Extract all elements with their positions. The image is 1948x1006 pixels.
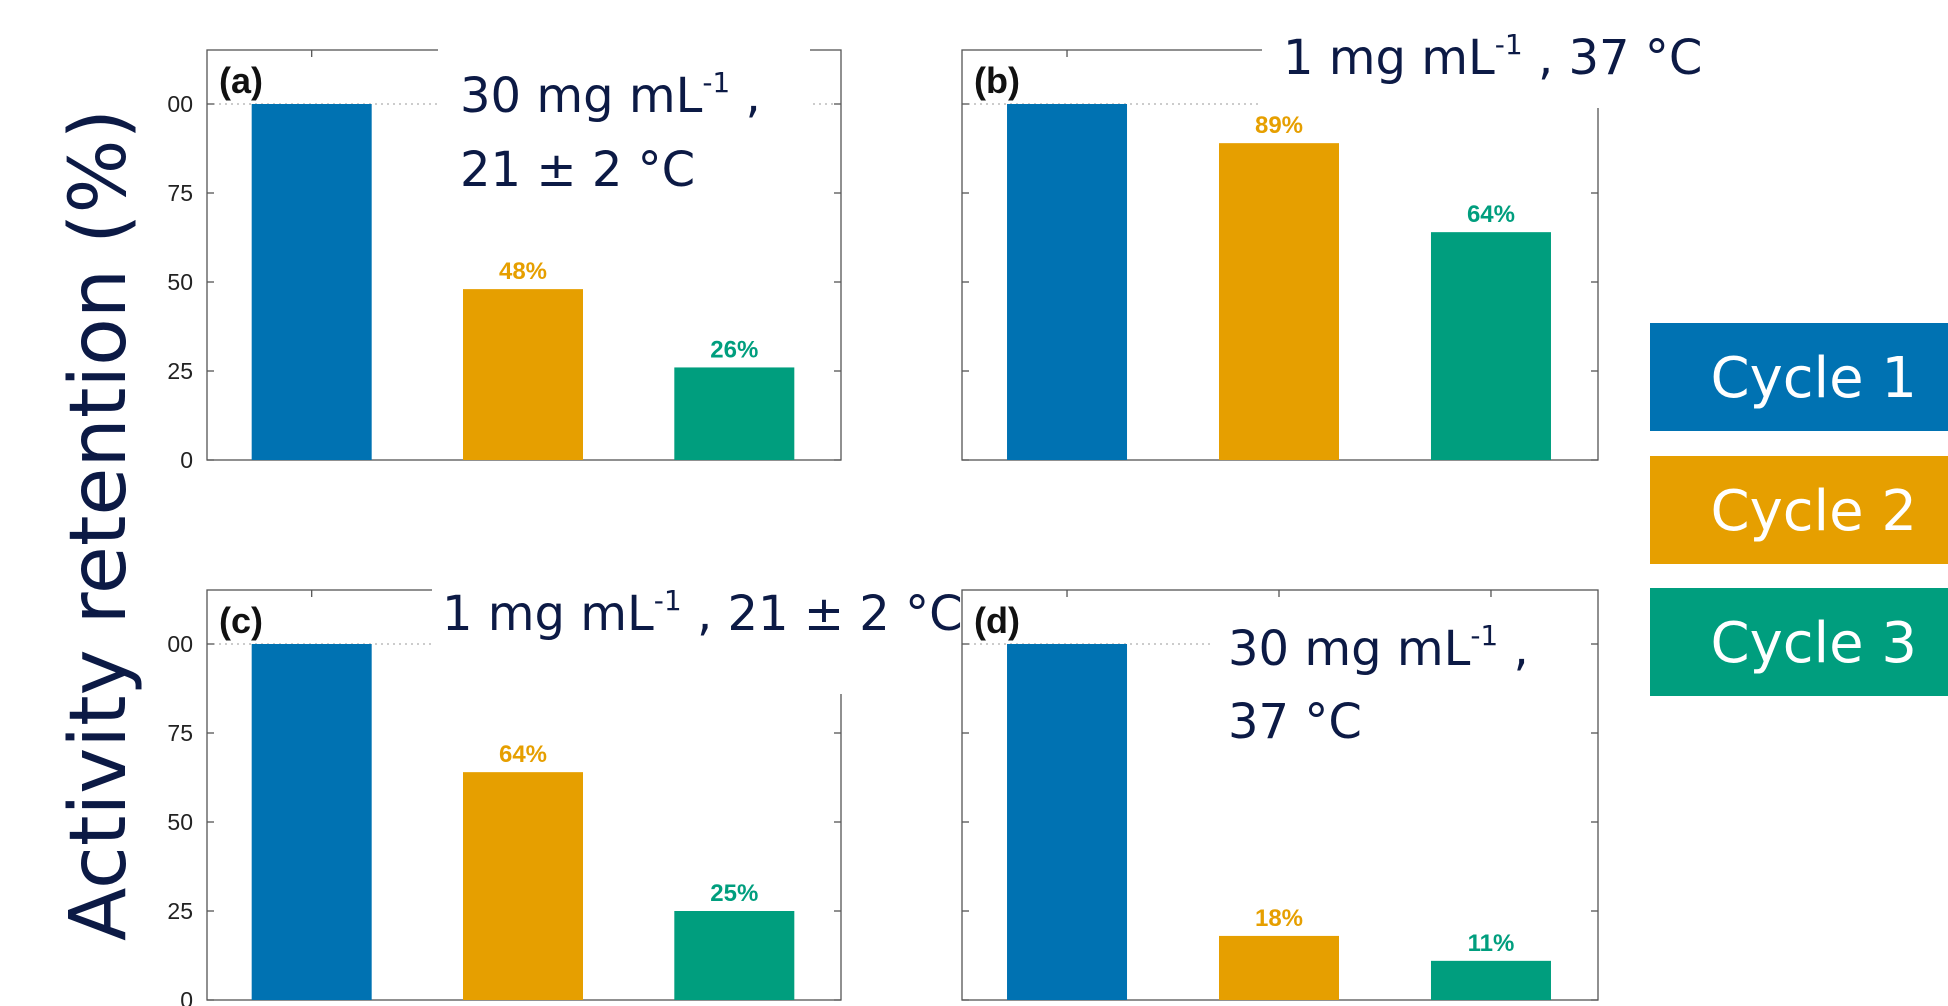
annotation-line-1: 1 mg mL-1 , 21 ± 2 °C [442,584,963,642]
data-label: 18% [1255,905,1303,932]
legend-label: Cycle 3 [1711,611,1917,676]
annotation-line-1: 30 mg mL-1 , [460,66,761,124]
panel-c: 0 25 50 75 00 64% 25% (c) [167,589,842,1006]
annotation-background [438,48,810,198]
y-tick-label: 0 [180,447,193,473]
legend-swatch-cycle-3 [1650,588,1948,696]
annotation-text: 30 mg mL [460,68,703,124]
data-label: 89% [1255,112,1303,139]
data-label: 11% [1468,930,1515,957]
annotation-text: , 37 °C [1523,30,1703,86]
y-tick-label: 25 [167,898,193,924]
annotation-text: , [730,68,761,124]
bar-cycle-3 [674,911,795,1000]
annotation-line-2: 37 °C [1228,694,1362,750]
annotation-background [1262,18,1682,108]
bar-cycle-1 [251,104,372,460]
panel-d: 18% 11% (d) [961,589,1599,1001]
panel-annotation: 30 mg mL-1 , 37 °C [1210,610,1590,770]
annotation-background [432,582,842,694]
bar-cycle-2 [1219,143,1339,460]
bar-cycle-1 [251,644,372,1000]
panel-label: (a) [219,60,263,101]
annotation-line-1: 1 mg mL-1 , 37 °C [1283,28,1702,86]
annotation-line-1: 30 mg mL-1 , [1228,619,1529,677]
bar-cycle-3 [1430,960,1551,1000]
panel-annotation: 30 mg mL-1 , 21 ± 2 °C [438,48,810,198]
panel-annotation: 1 mg mL-1 , 21 ± 2 °C [432,582,963,694]
data-label: 26% [710,336,758,363]
annotation-background [1210,610,1590,770]
annotation-line-2: 21 ± 2 °C [460,142,695,198]
y-tick-label: 50 [167,809,193,835]
bar-cycle-2 [463,289,583,460]
bar-cycle-3 [1430,232,1551,460]
bar-cycle-2 [1219,935,1339,1000]
panel-label: (d) [974,600,1020,641]
panel-label: (b) [974,60,1020,101]
bar-cycle-1 [1007,104,1128,460]
data-label: 48% [499,258,547,285]
legend-label: Cycle 1 [1711,346,1917,411]
panel-a: 0 25 50 75 00 48% 26% (a) [167,49,842,473]
bar-cycle-1 [1007,644,1128,1000]
annotation-text: , 21 ± 2 °C [682,586,963,642]
annotation-text: 1 mg mL [442,586,654,642]
bar-cycle-3 [674,367,795,460]
bar-cycle-2 [463,772,583,1000]
annotation-superscript: -1 [1495,28,1523,61]
y-axis-label: Activity retention (%) [54,109,144,941]
annotation-text: , [1498,621,1529,677]
legend-swatch-cycle-2 [1650,456,1948,564]
legend-label: Cycle 2 [1711,479,1917,544]
y-tick-label: 75 [167,180,193,206]
panel-label: (c) [219,600,263,641]
annotation-superscript: -1 [654,584,682,617]
annotation-text: 30 mg mL [1228,621,1471,677]
annotation-superscript: -1 [1470,619,1498,652]
annotation-superscript: -1 [702,66,730,99]
y-tick-label: 50 [167,269,193,295]
y-tick-label: 00 [167,631,193,657]
panel-annotation: 1 mg mL-1 , 37 °C [1262,18,1702,108]
y-tick-label: 0 [180,987,193,1006]
data-label: 25% [710,880,758,907]
panel-b: 89% 64% (b) [961,49,1599,461]
legend: Cycle 1 Cycle 2 Cycle 3 [1650,323,1948,696]
data-label: 64% [499,741,547,768]
y-tick-label: 25 [167,358,193,384]
y-tick-label: 75 [167,720,193,746]
data-label: 64% [1467,201,1515,228]
annotation-text: 1 mg mL [1283,30,1495,86]
legend-swatch-cycle-1 [1650,323,1948,431]
y-tick-label: 00 [167,91,193,117]
